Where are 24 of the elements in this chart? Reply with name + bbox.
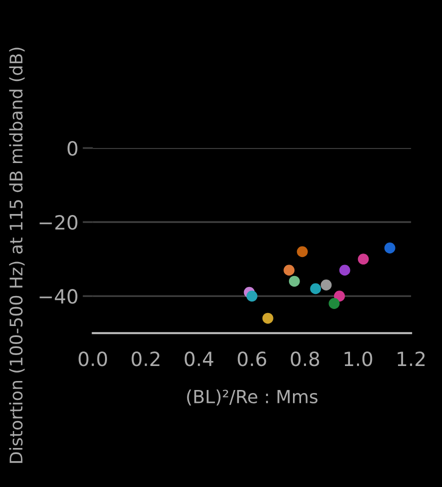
point — [246, 290, 258, 302]
y-axis-title: Distortion (100-500 Hz) at 115 dB midband (dB) — [9, 48, 25, 463]
x-tick-label: 0.4 — [184, 352, 214, 366]
point — [262, 312, 274, 324]
point — [310, 283, 322, 294]
x-axis-title: (BL)²/Re : Mms — [187, 389, 318, 406]
point — [334, 290, 345, 302]
point — [288, 276, 300, 287]
y-tick-label: 0 — [68, 141, 78, 156]
x-tick-label: 0.8 — [290, 352, 320, 366]
x-tick-label: 0.0 — [78, 352, 107, 366]
point — [328, 298, 340, 309]
y-tick-label: −40 — [40, 289, 78, 304]
point — [296, 246, 308, 258]
y-tick-label: −20 — [40, 215, 78, 230]
point — [284, 264, 295, 276]
point — [358, 254, 369, 265]
point — [320, 280, 332, 290]
x-tick-label: 0.2 — [132, 352, 160, 366]
x-tick-label: 0.6 — [238, 352, 266, 366]
x-tick-label: 1.2 — [398, 352, 425, 366]
point — [339, 264, 350, 276]
point — [384, 242, 396, 254]
x-tick-label: 1.0 — [344, 352, 372, 366]
